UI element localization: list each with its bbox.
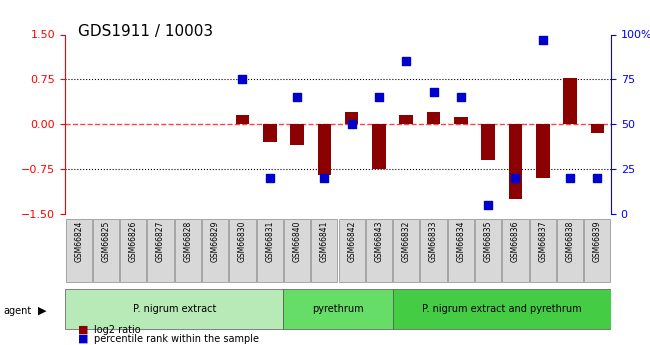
FancyBboxPatch shape	[502, 219, 528, 282]
Bar	[372, 124, 385, 169]
Bar	[235, 115, 250, 124]
FancyBboxPatch shape	[366, 219, 392, 282]
Text: GSM66826: GSM66826	[129, 221, 138, 262]
Text: pyrethrum: pyrethrum	[312, 304, 364, 314]
FancyBboxPatch shape	[148, 219, 174, 282]
Text: GSM66825: GSM66825	[101, 221, 111, 262]
Text: P. nigrum extract and pyrethrum: P. nigrum extract and pyrethrum	[422, 304, 582, 314]
Text: percentile rank within the sample: percentile rank within the sample	[94, 334, 259, 344]
FancyBboxPatch shape	[339, 219, 365, 282]
Text: GSM66834: GSM66834	[456, 221, 465, 262]
Point	[565, 175, 575, 181]
Point	[374, 95, 384, 100]
Text: GSM66838: GSM66838	[566, 221, 575, 262]
Text: GSM66828: GSM66828	[183, 221, 192, 262]
Point	[265, 175, 275, 181]
Text: GSM66841: GSM66841	[320, 221, 329, 262]
Bar	[454, 117, 467, 124]
Point	[346, 121, 357, 127]
Text: GSM66832: GSM66832	[402, 221, 411, 262]
Text: GDS1911 / 10003: GDS1911 / 10003	[78, 24, 213, 39]
FancyBboxPatch shape	[65, 288, 283, 329]
Text: GSM66831: GSM66831	[265, 221, 274, 262]
FancyBboxPatch shape	[284, 219, 310, 282]
Text: GSM66840: GSM66840	[292, 221, 302, 262]
Point	[538, 37, 548, 43]
Text: GSM66829: GSM66829	[211, 221, 220, 262]
FancyBboxPatch shape	[175, 219, 201, 282]
Text: ■: ■	[78, 325, 88, 335]
Bar	[263, 124, 277, 142]
Point	[292, 95, 302, 100]
Point	[510, 175, 521, 181]
Point	[483, 202, 493, 208]
Text: ■: ■	[78, 334, 88, 344]
FancyBboxPatch shape	[393, 288, 611, 329]
Text: GSM66836: GSM66836	[511, 221, 520, 262]
Text: ▶: ▶	[38, 306, 46, 315]
FancyBboxPatch shape	[283, 288, 393, 329]
Text: agent: agent	[3, 306, 31, 315]
FancyBboxPatch shape	[93, 219, 119, 282]
FancyBboxPatch shape	[66, 219, 92, 282]
Text: GSM66830: GSM66830	[238, 221, 247, 262]
FancyBboxPatch shape	[557, 219, 583, 282]
Point	[237, 77, 248, 82]
Point	[456, 95, 466, 100]
Bar	[536, 124, 550, 178]
Point	[592, 175, 603, 181]
Bar	[345, 112, 359, 124]
FancyBboxPatch shape	[475, 219, 501, 282]
Bar	[317, 124, 331, 175]
Text: P. nigrum extract: P. nigrum extract	[133, 304, 216, 314]
Bar	[563, 78, 577, 124]
FancyBboxPatch shape	[448, 219, 474, 282]
FancyBboxPatch shape	[229, 219, 255, 282]
Bar	[481, 124, 495, 160]
Text: GSM66833: GSM66833	[429, 221, 438, 262]
FancyBboxPatch shape	[421, 219, 447, 282]
Text: GSM66839: GSM66839	[593, 221, 602, 262]
Text: GSM66835: GSM66835	[484, 221, 493, 262]
FancyBboxPatch shape	[311, 219, 337, 282]
Point	[401, 59, 411, 64]
FancyBboxPatch shape	[257, 219, 283, 282]
Bar	[400, 115, 413, 124]
Bar	[427, 112, 441, 124]
Text: GSM66824: GSM66824	[74, 221, 83, 262]
Bar	[590, 124, 604, 133]
Point	[428, 89, 439, 95]
Point	[319, 175, 330, 181]
FancyBboxPatch shape	[584, 219, 610, 282]
Text: GSM66843: GSM66843	[374, 221, 384, 262]
Text: log2 ratio: log2 ratio	[94, 325, 141, 335]
FancyBboxPatch shape	[202, 219, 228, 282]
Text: GSM66837: GSM66837	[538, 221, 547, 262]
Text: GSM66842: GSM66842	[347, 221, 356, 262]
Text: GSM66827: GSM66827	[156, 221, 165, 262]
FancyBboxPatch shape	[393, 219, 419, 282]
FancyBboxPatch shape	[120, 219, 146, 282]
Bar	[290, 124, 304, 145]
FancyBboxPatch shape	[530, 219, 556, 282]
Bar	[508, 124, 523, 199]
